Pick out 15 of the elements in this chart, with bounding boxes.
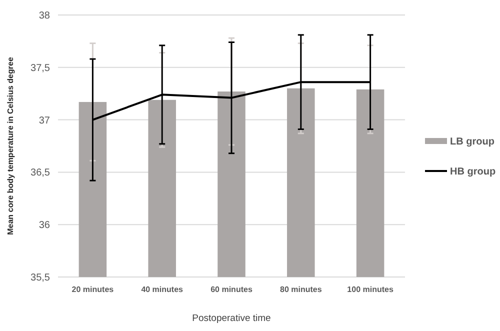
y-tick-label: 35,5 xyxy=(30,272,50,284)
x-tick-label: 40 minutes xyxy=(141,285,184,294)
legend-label: HB group xyxy=(450,166,496,178)
y-tick-label: 37 xyxy=(38,115,50,126)
y-tick-label: 38 xyxy=(38,10,50,22)
x-tick-label: 100 minutes xyxy=(347,285,394,294)
y-axis-title: Mean core body temperature in Celsius degree xyxy=(6,56,15,235)
legend-label: LB group xyxy=(450,136,494,148)
y-tick-label: 36 xyxy=(38,220,50,232)
x-tick-label: 80 minutes xyxy=(280,285,322,294)
x-tick-label: 60 minutes xyxy=(210,285,253,294)
y-tick-label: 36,5 xyxy=(30,168,50,179)
y-tick-label: 37,5 xyxy=(30,62,50,74)
x-tick-label: 20 minutes xyxy=(72,285,114,294)
x-axis-title: Postoperative time xyxy=(192,313,271,324)
